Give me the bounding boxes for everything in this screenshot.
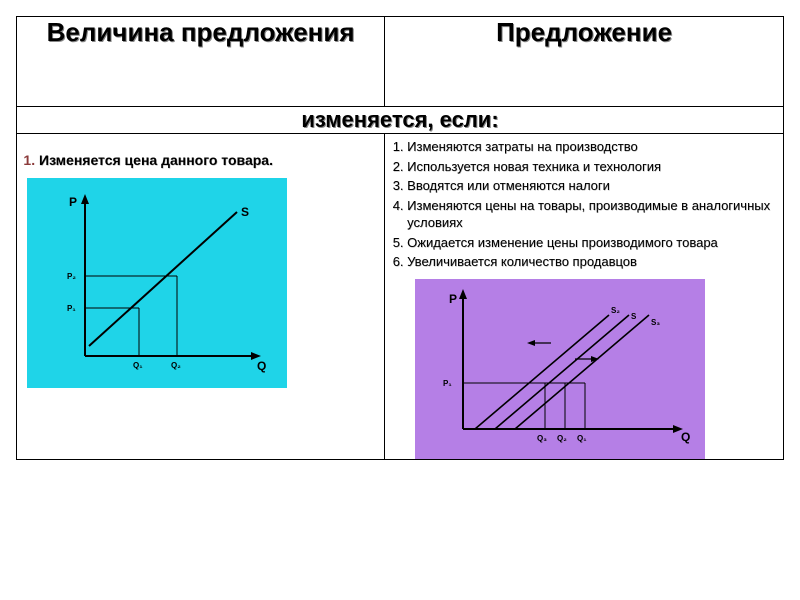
- svg-text:Q: Q: [681, 430, 690, 444]
- chart-left: P Q S P₁ P₂ Q₁ Q₂: [27, 178, 384, 388]
- left-content: Изменяется цена данного товара. P Q S P₁ P₂ Q…: [17, 134, 385, 460]
- chart-right: P Q S₂ S S₃ P₁ Q₃ Q₂ Q₁: [415, 279, 783, 459]
- svg-text:P₁: P₁: [443, 379, 452, 388]
- svg-text:S₃: S₃: [651, 318, 660, 327]
- list-item: Изменяются цены на товары, производимые …: [407, 197, 783, 232]
- svg-text:S: S: [631, 312, 637, 321]
- right-content: Изменяются затраты на производство Испол…: [385, 134, 784, 460]
- svg-text:S₂: S₂: [611, 306, 620, 315]
- svg-text:P₂: P₂: [67, 272, 76, 281]
- svg-text:Q₁: Q₁: [133, 361, 143, 370]
- supply-chart-single: P Q S P₁ P₂ Q₁ Q₂: [27, 178, 287, 388]
- list-item: Изменяются затраты на производство: [407, 138, 783, 156]
- svg-text:Q₃: Q₃: [537, 434, 547, 443]
- list-item: Ожидается изменение цены производимого т…: [407, 234, 783, 252]
- list-item: Используется новая техника и технология: [407, 158, 783, 176]
- list-item: Увеличивается количество продавцов: [407, 253, 783, 271]
- svg-text:Q₁: Q₁: [577, 434, 587, 443]
- list-item: Изменяется цена данного товара.: [39, 152, 384, 168]
- header-left: Величина предложения: [17, 17, 385, 107]
- list-item: Вводятся или отменяются налоги: [407, 177, 783, 195]
- svg-text:P: P: [69, 195, 77, 209]
- svg-text:S: S: [241, 205, 249, 219]
- svg-text:Q: Q: [257, 359, 266, 373]
- svg-text:Q₂: Q₂: [171, 361, 181, 370]
- header-right: Предложение: [385, 17, 784, 107]
- svg-text:P₁: P₁: [67, 304, 76, 313]
- subheader: изменяется, если:: [17, 107, 784, 134]
- svg-text:Q₂: Q₂: [557, 434, 567, 443]
- left-list: Изменяется цена данного товара.: [17, 152, 384, 168]
- comparison-table: Величина предложения Предложение изменяе…: [16, 16, 784, 460]
- right-list: Изменяются затраты на производство Испол…: [385, 138, 783, 271]
- supply-chart-shift: P Q S₂ S S₃ P₁ Q₃ Q₂ Q₁: [415, 279, 705, 459]
- svg-text:P: P: [449, 292, 457, 306]
